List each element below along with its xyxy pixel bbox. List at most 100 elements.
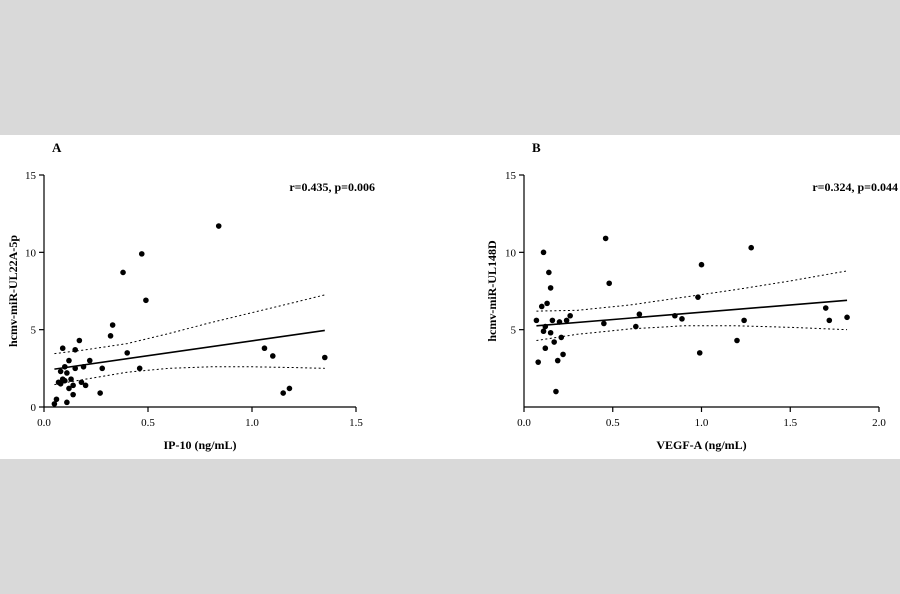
data-point: [826, 317, 833, 324]
scatter-figure: A 0.0 0.5 1.0 1.5 0 5 10 15 r=0.435, p=0.006 IP-10…: [6, 140, 898, 452]
figure-panel: A 0.0 0.5 1.0 1.5 0 5 10 15 r=0.435, p=0.006 IP-10…: [0, 135, 900, 459]
panel-label: A: [52, 140, 62, 155]
data-point: [567, 312, 573, 319]
data-point: [82, 382, 89, 389]
x-axis-title: IP-10 (ng/mL): [164, 438, 237, 452]
x-tick-label: 1.0: [245, 417, 259, 429]
data-point: [78, 379, 85, 386]
data-point: [540, 249, 547, 256]
data-point: [97, 390, 103, 396]
data-point: [59, 345, 66, 352]
y-tick-label: 0: [31, 402, 37, 414]
data-point: [544, 300, 550, 307]
data-point: [64, 399, 70, 406]
correlation-annotation: r=0.324, p=0.044: [812, 180, 898, 194]
ci-lower-band: [536, 325, 848, 341]
chart-panel-a: A 0.0 0.5 1.0 1.5 0 5 10 15 r=0.435, p=0.006 IP-10…: [6, 140, 375, 452]
data-point: [542, 323, 549, 330]
data-point: [99, 365, 106, 372]
data-point: [533, 317, 540, 324]
data-point: [558, 334, 565, 341]
data-point: [672, 312, 678, 319]
data-point: [261, 345, 268, 352]
data-point: [553, 388, 559, 395]
ci-upper-band: [536, 270, 848, 312]
x-tick-label: 0.5: [606, 417, 620, 429]
y-tick-label: 15: [505, 170, 517, 182]
chart-panel-b: B 0.0 0.5 1.0 1.5 2.0 5 10 15 r=0.324, p=0.044 VEG…: [485, 140, 898, 452]
x-tick-label: 0.0: [517, 417, 531, 429]
x-axis-title: VEGF-A (ng/mL): [656, 438, 746, 452]
data-point: [741, 317, 747, 324]
data-point: [70, 391, 76, 398]
data-point: [62, 363, 68, 370]
y-tick-label: 5: [31, 325, 37, 337]
data-point: [76, 337, 83, 344]
data-point: [547, 329, 554, 336]
data-point: [62, 377, 68, 384]
data-point: [270, 353, 276, 359]
data-point: [57, 381, 64, 387]
data-point: [70, 382, 76, 389]
y-axis-title: hcmv-miR-UL148D: [485, 240, 499, 342]
data-point: [86, 357, 93, 364]
data-point: [143, 297, 149, 304]
data-point: [636, 311, 643, 317]
ci-lower-band: [54, 366, 325, 386]
data-point: [64, 370, 70, 376]
data-point: [109, 322, 116, 328]
data-point: [72, 365, 78, 372]
data-point: [601, 320, 607, 327]
x-tick-label: 0.5: [141, 417, 155, 429]
data-point: [556, 319, 563, 325]
data-point: [633, 323, 639, 330]
data-point: [698, 261, 705, 268]
correlation-annotation: r=0.435, p=0.006: [289, 180, 375, 194]
data-point: [679, 316, 685, 322]
regression-line: [54, 329, 325, 370]
data-point: [72, 346, 78, 353]
data-point: [695, 294, 701, 300]
y-tick-label: 10: [505, 247, 517, 259]
data-point: [538, 303, 545, 310]
data-point: [68, 376, 74, 382]
data-point: [540, 328, 547, 335]
data-point: [554, 357, 561, 364]
data-point: [844, 314, 850, 321]
data-point: [66, 385, 72, 392]
data-point: [696, 350, 703, 356]
data-point: [124, 350, 130, 356]
x-tick-label: 1.5: [349, 417, 363, 429]
data-point: [547, 285, 554, 291]
data-point: [120, 269, 126, 276]
data-point: [542, 345, 549, 352]
data-point: [53, 396, 60, 403]
data-point: [80, 363, 87, 370]
y-tick-label: 10: [25, 247, 37, 259]
y-tick-label: 5: [511, 325, 517, 337]
data-point: [546, 269, 552, 276]
data-point: [107, 333, 114, 339]
data-point: [748, 244, 754, 251]
x-tick-label: 1.5: [783, 417, 797, 429]
data-point: [563, 317, 570, 324]
data-point: [734, 337, 740, 344]
regression-line: [536, 299, 848, 327]
x-tick-label: 1.0: [695, 417, 709, 429]
y-axis-title: hcmv-miR-UL22A-5p: [6, 235, 20, 347]
data-point: [66, 357, 72, 364]
data-point: [57, 368, 64, 375]
panel-label: B: [532, 140, 541, 155]
data-point: [280, 390, 287, 396]
data-point: [822, 305, 829, 311]
x-tick-label: 2.0: [872, 417, 886, 429]
data-point: [51, 401, 58, 407]
data-point: [286, 385, 293, 392]
x-tick-label: 0.0: [37, 417, 51, 429]
ci-upper-band: [54, 294, 325, 355]
data-point: [549, 317, 556, 324]
data-point: [602, 235, 609, 242]
data-point: [551, 339, 557, 345]
data-point: [138, 251, 145, 257]
data-point: [606, 280, 612, 287]
